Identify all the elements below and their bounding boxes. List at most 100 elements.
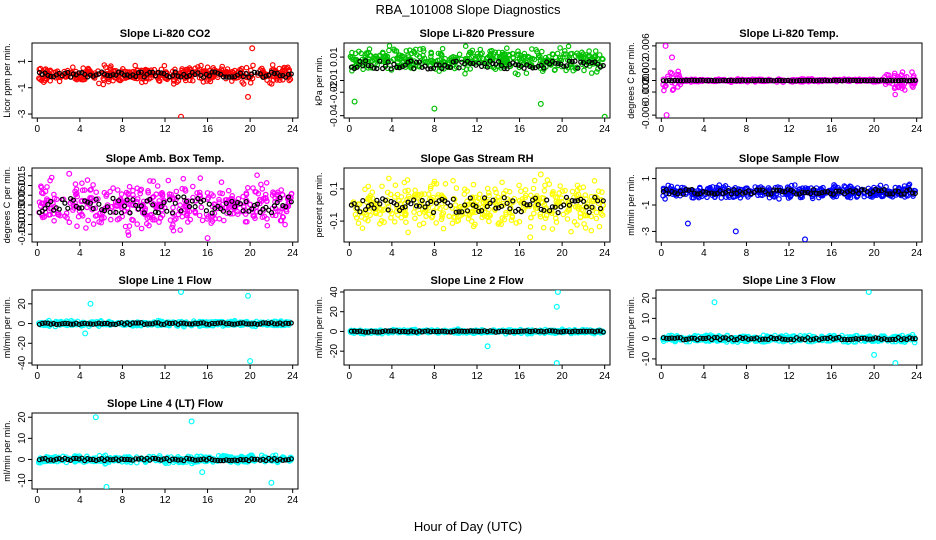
hourly-point bbox=[858, 335, 865, 341]
hourly-point bbox=[703, 335, 709, 341]
x-tick-label: 20 bbox=[557, 124, 569, 135]
hourly-point bbox=[260, 320, 266, 326]
y-tick-label: -0.01 bbox=[329, 69, 340, 92]
hourly-point bbox=[201, 320, 207, 326]
panel-title: Slope Li-820 Pressure bbox=[420, 28, 535, 40]
hourly-point bbox=[878, 188, 885, 194]
data-point bbox=[513, 220, 520, 226]
data-point bbox=[132, 62, 139, 69]
data-point bbox=[104, 202, 111, 208]
y-tick-label: -0.1 bbox=[329, 212, 340, 230]
data-point bbox=[527, 61, 533, 67]
data-point bbox=[568, 228, 574, 235]
data-point bbox=[164, 70, 170, 76]
hourly-point bbox=[708, 77, 715, 84]
hourly-point bbox=[263, 204, 269, 210]
hourly-point bbox=[385, 207, 391, 213]
hourly-point bbox=[158, 70, 164, 76]
hourly-point bbox=[836, 77, 842, 84]
data-point bbox=[572, 204, 579, 210]
hourly-point bbox=[589, 328, 595, 334]
data-point bbox=[525, 53, 531, 60]
hourly-point bbox=[39, 208, 45, 214]
hourly-point bbox=[175, 194, 181, 200]
hourly-point bbox=[271, 321, 277, 327]
hourly-point bbox=[793, 78, 800, 84]
hourly-point bbox=[251, 321, 258, 327]
data-point bbox=[197, 175, 204, 181]
hourly-point bbox=[686, 336, 692, 342]
x-tick-label: 20 bbox=[557, 248, 569, 259]
hourly-point bbox=[402, 204, 408, 210]
data-point bbox=[79, 213, 86, 219]
data-point bbox=[553, 219, 560, 225]
data-point bbox=[537, 57, 544, 63]
x-tick-label: 24 bbox=[287, 248, 299, 259]
hourly-point bbox=[757, 77, 763, 83]
hourly-point bbox=[155, 210, 161, 216]
hourly-point bbox=[76, 70, 82, 76]
data-point bbox=[76, 208, 83, 215]
x-tick-label: 0 bbox=[35, 124, 41, 135]
hourly-point bbox=[600, 62, 606, 69]
data-point bbox=[596, 52, 603, 58]
data-point bbox=[571, 219, 578, 225]
hourly-point bbox=[799, 336, 805, 342]
data-point bbox=[247, 80, 254, 86]
data-point bbox=[379, 49, 386, 56]
outlier-point bbox=[553, 303, 560, 310]
data-point bbox=[479, 214, 486, 221]
hourly-point bbox=[288, 199, 294, 205]
data-point bbox=[464, 56, 471, 62]
hourly-point bbox=[793, 191, 800, 197]
hourly-point bbox=[116, 69, 122, 75]
data-point bbox=[147, 178, 153, 184]
data-point bbox=[557, 45, 563, 51]
data-point bbox=[90, 221, 97, 227]
data-point bbox=[271, 73, 278, 80]
hourly-point bbox=[666, 335, 672, 341]
outlier-point bbox=[537, 171, 544, 178]
hourly-point bbox=[243, 199, 249, 205]
data-point bbox=[552, 54, 559, 61]
hourly-point bbox=[447, 203, 454, 209]
hourly-point bbox=[810, 187, 817, 193]
points-group bbox=[36, 290, 294, 365]
hourly-point bbox=[473, 328, 479, 334]
hourly-point bbox=[391, 61, 397, 68]
data-point bbox=[79, 180, 85, 187]
y-tick-label: 20 bbox=[17, 298, 28, 310]
points-group bbox=[347, 290, 607, 365]
data-point bbox=[867, 188, 874, 194]
hourly-point bbox=[442, 328, 448, 334]
data-point bbox=[51, 218, 57, 224]
hourly-point bbox=[167, 320, 173, 326]
hourly-point bbox=[589, 204, 595, 210]
hourly-point bbox=[875, 188, 882, 194]
hourly-point bbox=[152, 320, 159, 326]
data-point bbox=[510, 54, 517, 61]
hourly-point bbox=[742, 78, 749, 84]
hourly-point bbox=[864, 336, 870, 342]
hourly-point bbox=[689, 186, 695, 193]
hourly-point bbox=[853, 77, 859, 84]
hourly-point bbox=[711, 191, 718, 197]
data-point bbox=[243, 64, 250, 71]
hourly-point bbox=[779, 189, 785, 195]
x-tick-label: 20 bbox=[245, 248, 257, 259]
data-point bbox=[279, 192, 286, 198]
hourly-point bbox=[774, 77, 780, 83]
data-point bbox=[88, 186, 94, 193]
data-point bbox=[454, 218, 460, 225]
data-point bbox=[263, 180, 270, 186]
hourly-point bbox=[394, 64, 400, 71]
data-point bbox=[470, 223, 477, 230]
hourly-point bbox=[757, 337, 763, 343]
hourly-point bbox=[847, 336, 853, 343]
hourly-point bbox=[663, 335, 669, 341]
hourly-point bbox=[850, 189, 856, 195]
y-tick-label: 0.10 bbox=[17, 175, 28, 195]
data-point bbox=[495, 49, 502, 56]
hourly-point bbox=[184, 198, 190, 204]
